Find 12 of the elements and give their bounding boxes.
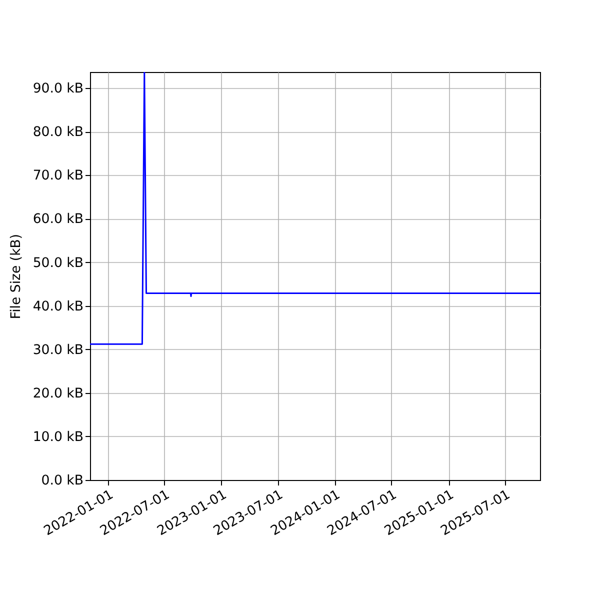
y-tick-label: 50.0 kB [32,256,84,271]
y-axis-title: File Size (kB) [8,234,24,320]
line-series [90,72,540,345]
y-tick-label: 60.0 kB [32,212,84,228]
y-tick-label: 70.0 kB [32,168,84,184]
y-tick-label: 40.0 kB [32,299,84,314]
y-tick-label: 20.0 kB [32,386,84,402]
y-tick-label: 30.0 kB [32,342,84,358]
y-tick-label: 80.0 kB [32,125,84,140]
y-tick-label: 0.0 kB [41,474,84,488]
y-tick-label: 10.0 kB [32,430,84,445]
y-tick-label: 90.0 kB [32,82,84,97]
